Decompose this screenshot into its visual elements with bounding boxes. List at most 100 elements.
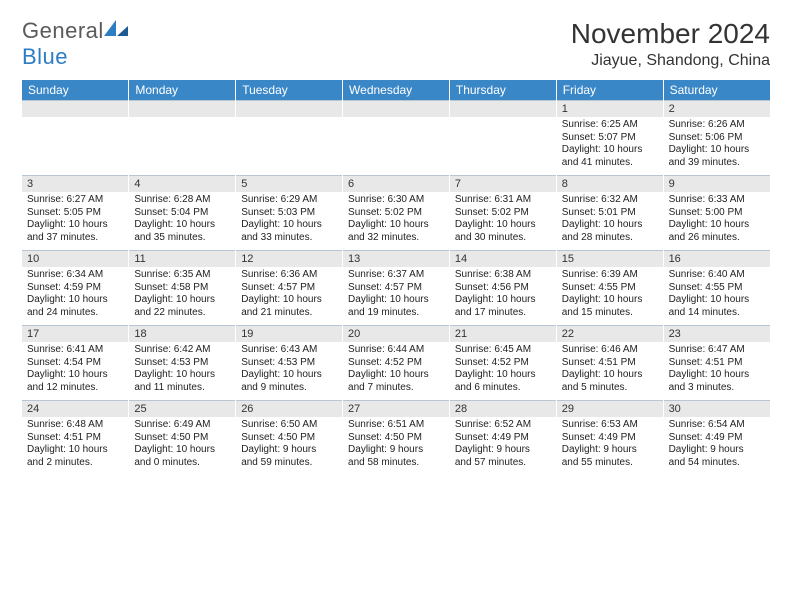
daylight-text-1: Daylight: 10 hours [134, 444, 230, 457]
daylight-text-2: and 33 minutes. [241, 232, 337, 245]
day-cell: 24Sunrise: 6:48 AMSunset: 4:51 PMDayligh… [22, 400, 129, 475]
week-row: 10Sunrise: 6:34 AMSunset: 4:59 PMDayligh… [22, 250, 770, 325]
day-cell: 6Sunrise: 6:30 AMSunset: 5:02 PMDaylight… [343, 175, 450, 250]
day-number: 6 [343, 175, 449, 192]
sunrise-text: Sunrise: 6:36 AM [241, 269, 337, 282]
daylight-text-2: and 11 minutes. [134, 382, 230, 395]
header: General Blue November 2024 Jiayue, Shand… [22, 18, 770, 70]
sunset-text: Sunset: 5:01 PM [562, 207, 658, 220]
title-block: November 2024 Jiayue, Shandong, China [571, 18, 770, 70]
daylight-text-2: and 26 minutes. [669, 232, 765, 245]
sunrise-text: Sunrise: 6:47 AM [669, 344, 765, 357]
daylight-text-1: Daylight: 10 hours [348, 369, 444, 382]
day-cell: 28Sunrise: 6:52 AMSunset: 4:49 PMDayligh… [449, 400, 556, 475]
sunrise-text: Sunrise: 6:49 AM [134, 419, 230, 432]
day-number: 17 [22, 325, 128, 342]
day-cell [449, 100, 556, 175]
daylight-text-2: and 6 minutes. [455, 382, 551, 395]
day-body: Sunrise: 6:46 AMSunset: 4:51 PMDaylight:… [557, 342, 663, 400]
sunset-text: Sunset: 5:05 PM [27, 207, 123, 220]
sail-icon [102, 18, 130, 38]
sunset-text: Sunset: 4:50 PM [134, 432, 230, 445]
daylight-text-2: and 37 minutes. [27, 232, 123, 245]
location: Jiayue, Shandong, China [571, 52, 770, 70]
day-number: 25 [129, 400, 235, 417]
daylight-text-1: Daylight: 10 hours [669, 219, 765, 232]
day-cell: 10Sunrise: 6:34 AMSunset: 4:59 PMDayligh… [22, 250, 129, 325]
daylight-text-1: Daylight: 10 hours [562, 219, 658, 232]
day-number: 23 [664, 325, 770, 342]
sunset-text: Sunset: 5:04 PM [134, 207, 230, 220]
daylight-text-1: Daylight: 10 hours [27, 219, 123, 232]
sunrise-text: Sunrise: 6:44 AM [348, 344, 444, 357]
sunrise-text: Sunrise: 6:29 AM [241, 194, 337, 207]
daylight-text-2: and 41 minutes. [562, 157, 658, 170]
sunrise-text: Sunrise: 6:50 AM [241, 419, 337, 432]
sunset-text: Sunset: 4:51 PM [669, 357, 765, 370]
week-row: 17Sunrise: 6:41 AMSunset: 4:54 PMDayligh… [22, 325, 770, 400]
brand-word1: General [22, 18, 104, 43]
day-body-empty [22, 117, 128, 175]
sunrise-text: Sunrise: 6:28 AM [134, 194, 230, 207]
sunrise-text: Sunrise: 6:46 AM [562, 344, 658, 357]
daylight-text-2: and 21 minutes. [241, 307, 337, 320]
day-number: 16 [664, 250, 770, 267]
day-body: Sunrise: 6:49 AMSunset: 4:50 PMDaylight:… [129, 417, 235, 475]
sunrise-text: Sunrise: 6:35 AM [134, 269, 230, 282]
day-body: Sunrise: 6:35 AMSunset: 4:58 PMDaylight:… [129, 267, 235, 325]
day-number-empty [343, 100, 449, 117]
sunset-text: Sunset: 5:07 PM [562, 132, 658, 145]
day-body: Sunrise: 6:36 AMSunset: 4:57 PMDaylight:… [236, 267, 342, 325]
daylight-text-1: Daylight: 10 hours [241, 369, 337, 382]
sunset-text: Sunset: 4:55 PM [669, 282, 765, 295]
day-body-empty [343, 117, 449, 175]
day-number: 22 [557, 325, 663, 342]
sunrise-text: Sunrise: 6:37 AM [348, 269, 444, 282]
sunrise-text: Sunrise: 6:43 AM [241, 344, 337, 357]
sunset-text: Sunset: 5:06 PM [669, 132, 765, 145]
day-body: Sunrise: 6:39 AMSunset: 4:55 PMDaylight:… [557, 267, 663, 325]
day-number: 21 [450, 325, 556, 342]
daylight-text-2: and 15 minutes. [562, 307, 658, 320]
day-body-empty [129, 117, 235, 175]
day-body: Sunrise: 6:38 AMSunset: 4:56 PMDaylight:… [450, 267, 556, 325]
day-cell: 5Sunrise: 6:29 AMSunset: 5:03 PMDaylight… [236, 175, 343, 250]
daylight-text-1: Daylight: 9 hours [455, 444, 551, 457]
sunrise-text: Sunrise: 6:27 AM [27, 194, 123, 207]
daylight-text-2: and 7 minutes. [348, 382, 444, 395]
day-number: 26 [236, 400, 342, 417]
sunrise-text: Sunrise: 6:31 AM [455, 194, 551, 207]
daylight-text-2: and 30 minutes. [455, 232, 551, 245]
day-number: 1 [557, 100, 663, 117]
sunrise-text: Sunrise: 6:34 AM [27, 269, 123, 282]
day-cell: 7Sunrise: 6:31 AMSunset: 5:02 PMDaylight… [449, 175, 556, 250]
day-body: Sunrise: 6:41 AMSunset: 4:54 PMDaylight:… [22, 342, 128, 400]
daylight-text-1: Daylight: 10 hours [241, 294, 337, 307]
daylight-text-1: Daylight: 10 hours [134, 219, 230, 232]
daylight-text-2: and 14 minutes. [669, 307, 765, 320]
day-cell: 22Sunrise: 6:46 AMSunset: 4:51 PMDayligh… [556, 325, 663, 400]
daylight-text-2: and 57 minutes. [455, 457, 551, 470]
day-number: 19 [236, 325, 342, 342]
daylight-text-1: Daylight: 10 hours [134, 294, 230, 307]
day-header: Friday [556, 80, 663, 100]
day-number: 14 [450, 250, 556, 267]
day-body: Sunrise: 6:51 AMSunset: 4:50 PMDaylight:… [343, 417, 449, 475]
day-body: Sunrise: 6:30 AMSunset: 5:02 PMDaylight:… [343, 192, 449, 250]
day-cell: 14Sunrise: 6:38 AMSunset: 4:56 PMDayligh… [449, 250, 556, 325]
day-number: 11 [129, 250, 235, 267]
day-number: 3 [22, 175, 128, 192]
daylight-text-1: Daylight: 10 hours [562, 294, 658, 307]
day-number: 29 [557, 400, 663, 417]
daylight-text-1: Daylight: 10 hours [134, 369, 230, 382]
daylight-text-1: Daylight: 9 hours [241, 444, 337, 457]
sunset-text: Sunset: 4:53 PM [134, 357, 230, 370]
daylight-text-1: Daylight: 10 hours [455, 294, 551, 307]
daylight-text-1: Daylight: 10 hours [27, 369, 123, 382]
daylight-text-2: and 2 minutes. [27, 457, 123, 470]
day-number-empty [236, 100, 342, 117]
day-cell: 21Sunrise: 6:45 AMSunset: 4:52 PMDayligh… [449, 325, 556, 400]
day-cell: 17Sunrise: 6:41 AMSunset: 4:54 PMDayligh… [22, 325, 129, 400]
day-header: Wednesday [343, 80, 450, 100]
day-body: Sunrise: 6:33 AMSunset: 5:00 PMDaylight:… [664, 192, 770, 250]
